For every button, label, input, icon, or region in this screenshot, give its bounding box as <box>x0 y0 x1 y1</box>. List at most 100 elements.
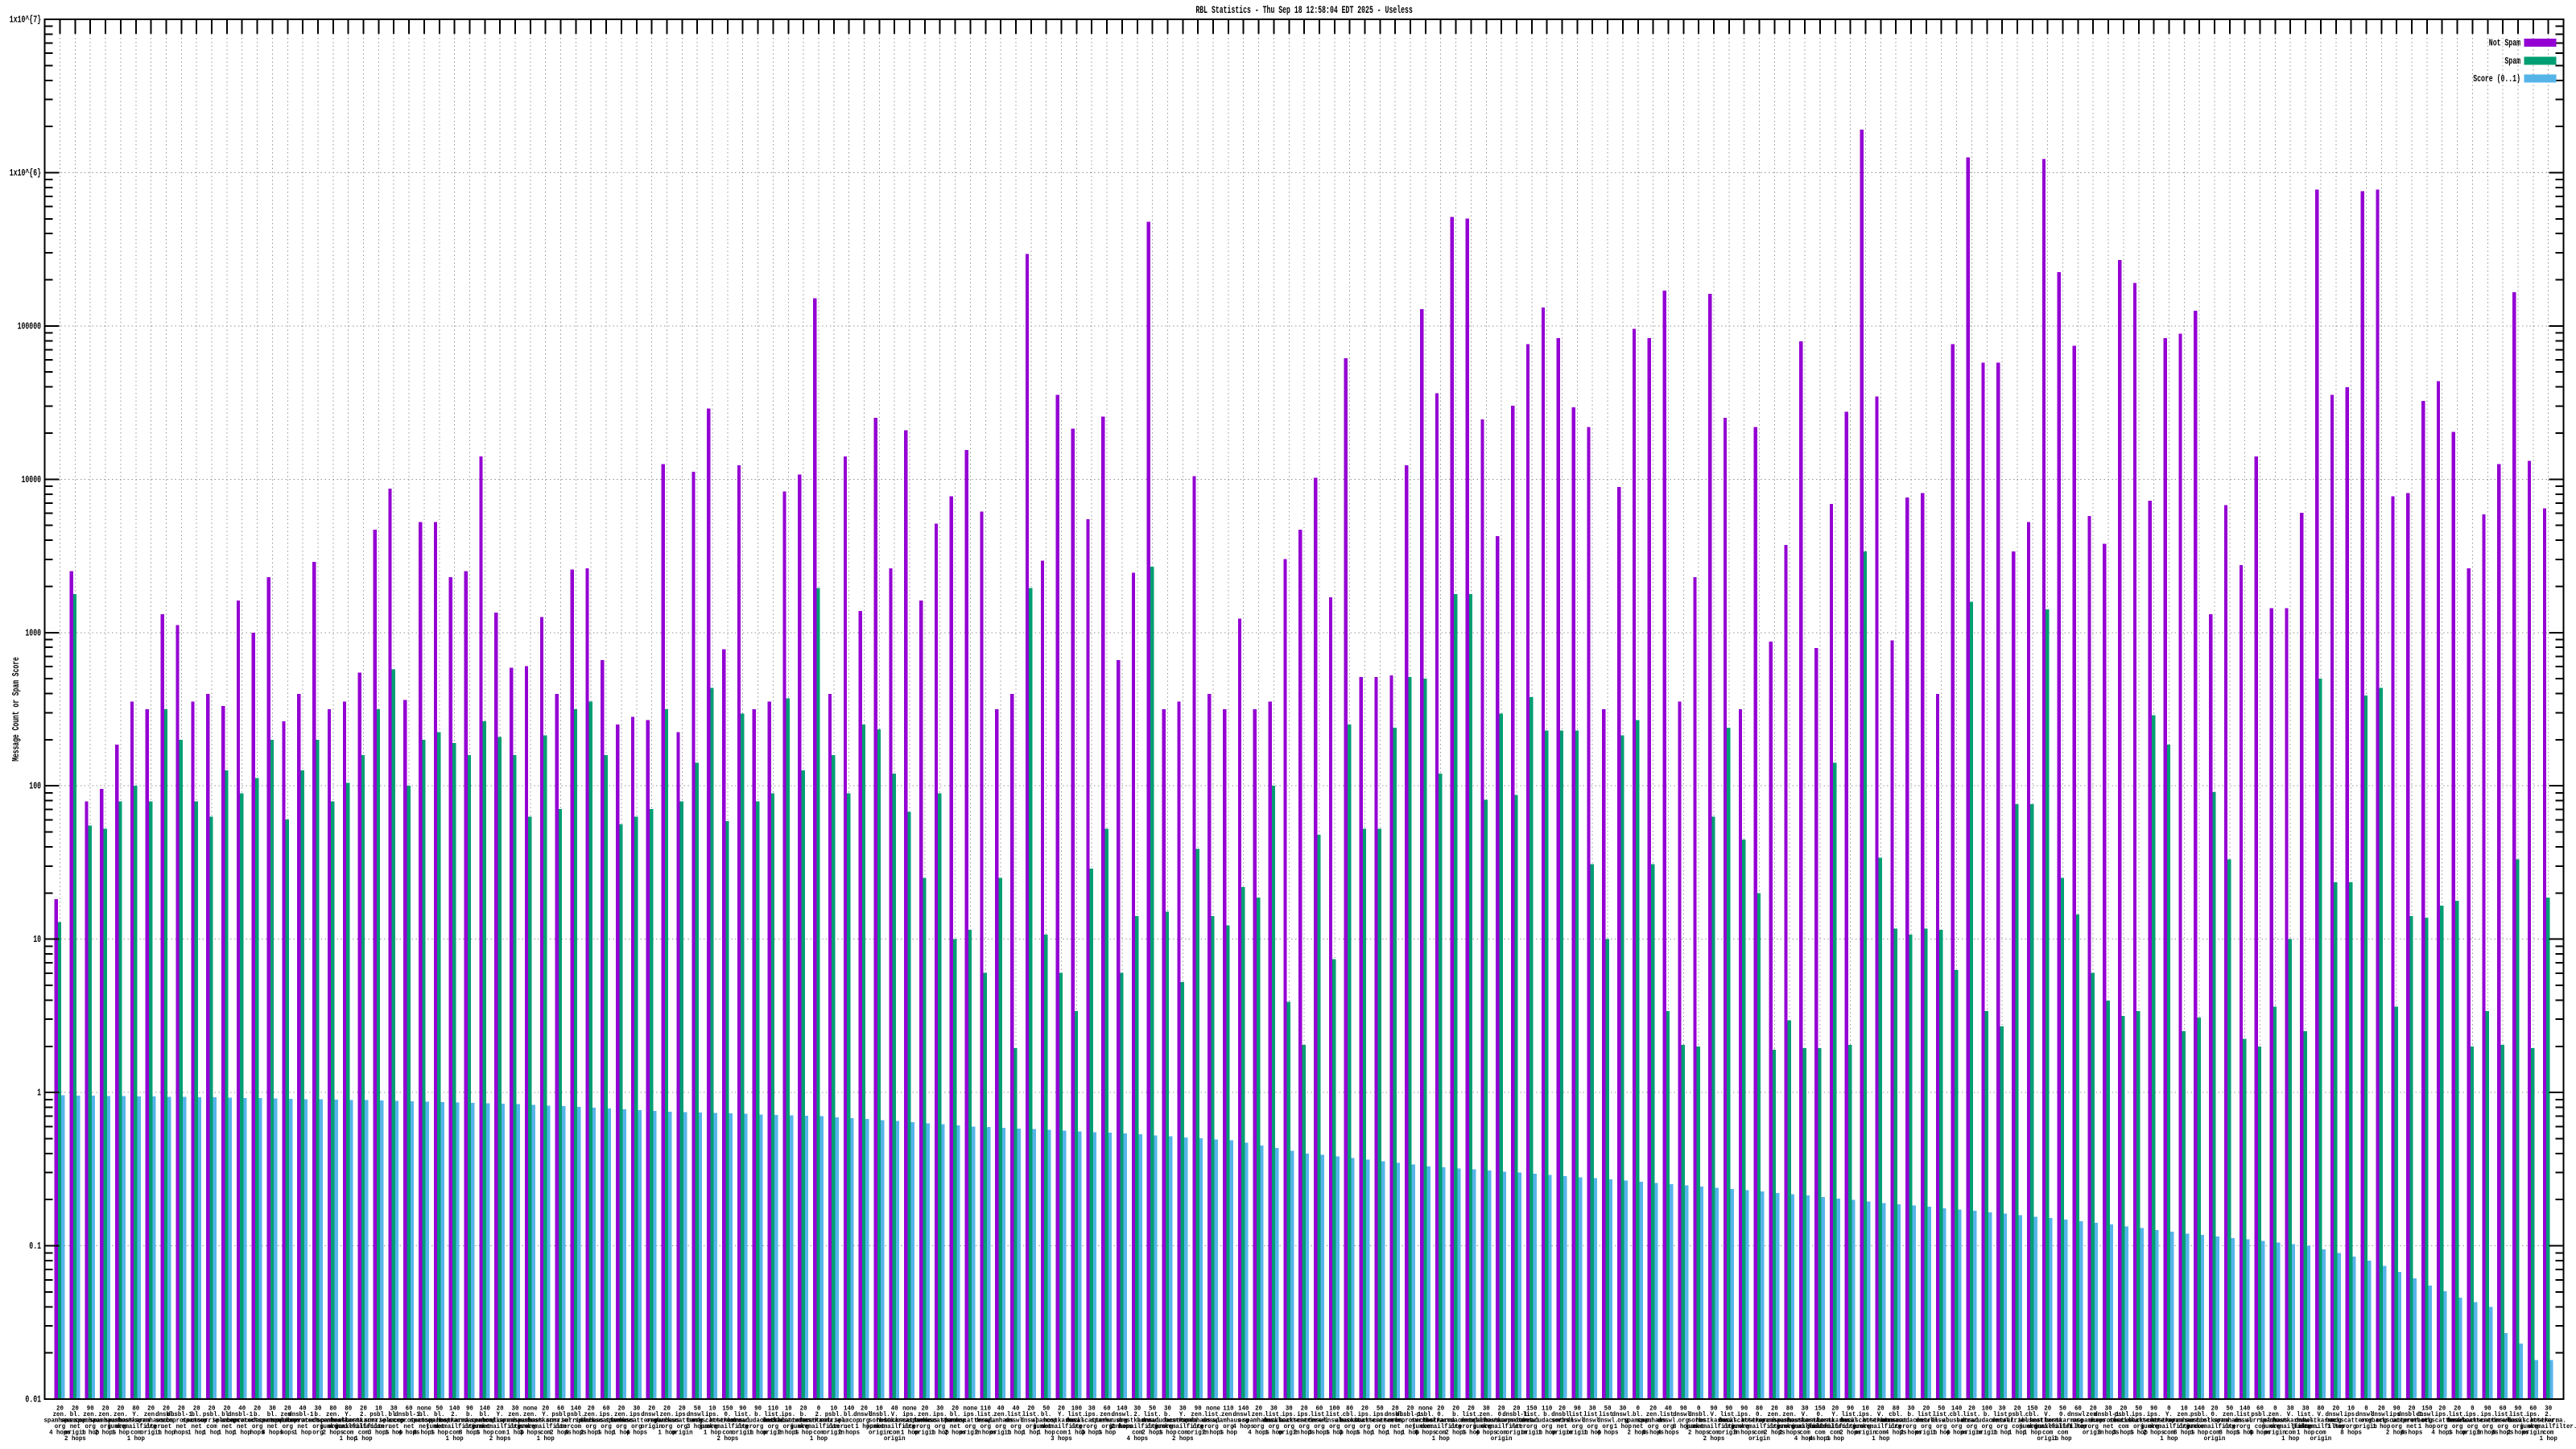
svg-text:30: 30 <box>1179 1405 1187 1413</box>
svg-text:1 hop: 1 hop <box>1371 1429 1389 1437</box>
svg-text:com: com <box>571 1422 581 1430</box>
svg-text:20: 20 <box>1392 1405 1399 1413</box>
svg-text:org: org <box>601 1422 611 1430</box>
svg-text:0.01: 0.01 <box>25 1394 41 1406</box>
svg-text:20: 20 <box>284 1405 291 1413</box>
svg-text:dnsbl-1.: dnsbl-1. <box>2094 1410 2123 1418</box>
svg-text:dnsbl.: dnsbl. <box>1688 1410 1710 1418</box>
svg-text:barracudacentral.: barracudacentral. <box>1517 1417 1578 1425</box>
svg-text:org: org <box>904 1422 914 1430</box>
svg-text:junkemailfilter.: junkemailfilter. <box>1685 1422 1742 1430</box>
svg-text:com: com <box>2194 1422 2204 1430</box>
svg-text:spamhaus.: spamhaus. <box>135 1417 167 1425</box>
svg-text:8 hops: 8 hops <box>2477 1429 2499 1437</box>
svg-text:Spam: Spam <box>2504 56 2520 67</box>
svg-text:zen.: zen. <box>144 1410 159 1418</box>
svg-text:backscatterer.: backscatterer. <box>1840 1417 1890 1425</box>
svg-text:spamcop.: spamcop. <box>425 1417 454 1425</box>
svg-text:org: org <box>1572 1422 1583 1430</box>
svg-text:30: 30 <box>1999 1405 2006 1413</box>
svg-text:20: 20 <box>1027 1405 1034 1413</box>
svg-text:barracudacentral.: barracudacentral. <box>1956 1417 2017 1425</box>
svg-text:50: 50 <box>436 1405 443 1413</box>
svg-text:zen.: zen. <box>326 1410 341 1418</box>
svg-text:org: org <box>1071 1422 1082 1430</box>
svg-text:org: org <box>85 1422 96 1430</box>
svg-text:junkemailfilter.: junkemailfilter. <box>1791 1422 1848 1430</box>
svg-text:4 hops: 4 hops <box>1657 1429 1679 1437</box>
svg-text:1 hop: 1 hop <box>1098 1429 1116 1437</box>
svg-text:list.: list. <box>1933 1410 1951 1418</box>
svg-text:junkemailfilter.: junkemailfilter. <box>517 1422 574 1430</box>
svg-text:org: org <box>859 1417 869 1425</box>
svg-text:10: 10 <box>876 1405 883 1413</box>
svg-text:net: net <box>192 1422 202 1430</box>
svg-text:30: 30 <box>1589 1405 1596 1413</box>
svg-text:30: 30 <box>390 1405 398 1413</box>
svg-text:backscatterer.: backscatterer. <box>1067 1417 1117 1425</box>
svg-text:2.: 2. <box>360 1410 367 1418</box>
svg-text:20: 20 <box>497 1405 504 1413</box>
svg-text:backscatterer.: backscatterer. <box>2114 1417 2164 1425</box>
svg-text:org: org <box>1996 1422 2007 1430</box>
svg-text:30: 30 <box>633 1405 640 1413</box>
svg-text:net: net <box>874 1422 885 1430</box>
svg-text:backscatterer.: backscatterer. <box>1340 1417 1389 1425</box>
svg-text:hops: hops <box>174 1429 188 1437</box>
svg-text:1 hop: 1 hop <box>931 1429 949 1437</box>
svg-text:20: 20 <box>2120 1405 2127 1413</box>
svg-text:origin: origin <box>671 1429 693 1437</box>
svg-text:origin: origin <box>1187 1429 1209 1437</box>
svg-text:list.: list. <box>1326 1410 1344 1418</box>
svg-text:dnswl.: dnswl. <box>2325 1410 2347 1418</box>
svg-text:hostkarma.: hostkarma. <box>877 1417 913 1425</box>
svg-text:10: 10 <box>2181 1405 2188 1413</box>
svg-text:0.: 0. <box>1756 1410 1763 1418</box>
svg-text:org: org <box>1891 1422 1901 1430</box>
svg-text:surriel.: surriel. <box>365 1417 394 1425</box>
svg-text:V.: V. <box>2317 1410 2324 1418</box>
svg-text:ips.: ips. <box>1084 1410 1099 1418</box>
svg-text:dnswl.: dnswl. <box>1657 1417 1679 1425</box>
svg-text:junkemailfilter.: junkemailfilter. <box>1731 1422 1788 1430</box>
svg-text:100000: 100000 <box>18 320 41 332</box>
svg-text:org: org <box>1253 1422 1264 1430</box>
svg-text:1 hop: 1 hop <box>2281 1435 2299 1443</box>
svg-text:net: net <box>161 1422 171 1430</box>
svg-text:org: org <box>2467 1422 2478 1430</box>
svg-text:com: com <box>2042 1429 2053 1437</box>
svg-text:dnsbl-1.: dnsbl-1. <box>2397 1410 2426 1418</box>
svg-text:com: com <box>1708 1429 1719 1437</box>
svg-text:dnswl.: dnswl. <box>1521 1417 1542 1425</box>
svg-text:dnswl.: dnswl. <box>1232 1410 1254 1418</box>
svg-text:surriel.: surriel. <box>2185 1417 2214 1425</box>
svg-text:com: com <box>2285 1429 2296 1437</box>
svg-text:uceprotect.: uceprotect. <box>1497 1417 1537 1425</box>
svg-text:60: 60 <box>2074 1405 2082 1413</box>
svg-text:psbl.: psbl. <box>2008 1410 2026 1418</box>
svg-text:20: 20 <box>1513 1405 1521 1413</box>
svg-text:dnswl.: dnswl. <box>2492 1417 2514 1425</box>
svg-text:uceprotect.: uceprotect. <box>2089 1417 2128 1425</box>
svg-text:zen.: zen. <box>98 1410 113 1418</box>
svg-text:spamhaus.: spamhaus. <box>605 1417 638 1425</box>
svg-text:net: net <box>1633 1422 1643 1430</box>
svg-text:org: org <box>1208 1422 1218 1430</box>
svg-text:Y.: Y. <box>1179 1410 1187 1418</box>
svg-text:com: com <box>1814 1429 1825 1437</box>
svg-text:org: org <box>2483 1422 2493 1430</box>
svg-text:dnswl.: dnswl. <box>1916 1417 1938 1425</box>
svg-text:2 hops: 2 hops <box>1294 1429 1315 1437</box>
svg-text:zen.: zen. <box>114 1410 128 1418</box>
svg-text:0.: 0. <box>2211 1410 2219 1418</box>
svg-text:80: 80 <box>1346 1405 1353 1413</box>
svg-text:barracudacentral.: barracudacentral. <box>287 1417 349 1425</box>
svg-text:80: 80 <box>1893 1405 1900 1413</box>
svg-text:30: 30 <box>936 1405 943 1413</box>
svg-text:0: 0 <box>1637 1405 1641 1413</box>
svg-text:net: net <box>419 1422 429 1430</box>
svg-text:uceprotect.: uceprotect. <box>162 1417 201 1425</box>
svg-text:ips.: ips. <box>1358 1410 1373 1418</box>
svg-text:uceprotect.: uceprotect. <box>2392 1417 2432 1425</box>
svg-text:org: org <box>1724 1422 1734 1430</box>
